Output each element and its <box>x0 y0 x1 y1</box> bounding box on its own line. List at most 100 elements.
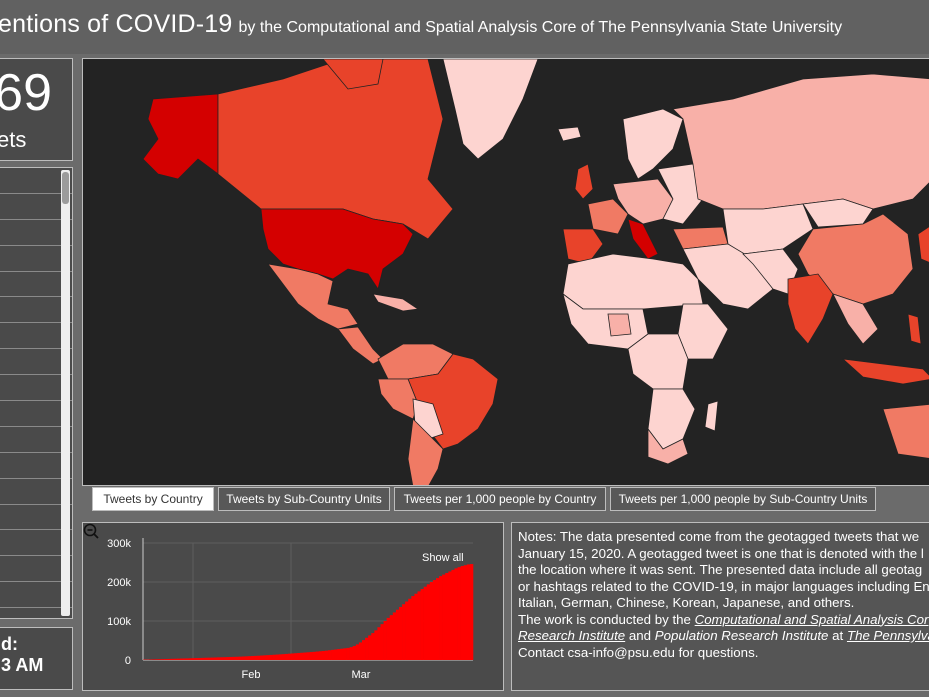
chart-bar <box>395 609 400 660</box>
total-tweets-label: ets <box>0 127 27 152</box>
chart-bar <box>284 653 289 660</box>
csa-link[interactable]: Computational and Spatial Analysis Cor <box>694 611 929 627</box>
list-item[interactable] <box>0 427 72 453</box>
chart-bar <box>331 649 335 660</box>
notes-line: Contact csa-info@psu.edu for questions. <box>518 644 759 660</box>
greenland <box>442 59 539 160</box>
chart-bar <box>229 656 233 660</box>
chart-bar <box>426 584 431 660</box>
header: entions of COVID-19 by the Computational … <box>0 0 929 54</box>
chart-bar <box>207 657 212 660</box>
spain-portugal <box>562 228 604 265</box>
chart-bar <box>334 649 338 660</box>
chart-bar <box>186 658 190 660</box>
world-map-svg[interactable] <box>83 59 929 486</box>
indonesia <box>841 358 929 385</box>
chart-bar <box>183 658 187 660</box>
list-scrollbar[interactable] <box>61 170 70 616</box>
list-item[interactable] <box>0 582 72 609</box>
chart-bar <box>235 656 239 660</box>
x-tick-label: Feb <box>242 669 261 681</box>
chart-bar <box>439 576 443 660</box>
chart-bar <box>260 655 264 660</box>
chart-bar <box>451 569 455 660</box>
research-institute-link[interactable]: Research Institute <box>518 628 626 643</box>
chart-bar <box>300 652 304 660</box>
chart-bar <box>247 656 252 660</box>
list-item[interactable] <box>0 272 72 298</box>
show-all-button[interactable]: Show all <box>422 552 464 564</box>
chart-bar <box>195 658 199 660</box>
chart-bar <box>303 652 307 660</box>
psu-link[interactable]: The Pennsylvan <box>846 628 929 643</box>
list-item[interactable] <box>0 505 72 531</box>
timeline-chart[interactable]: 0 100k 200k 300k Feb Mar <box>83 523 505 692</box>
zoom-out-icon[interactable] <box>83 523 99 539</box>
chart-bar <box>306 652 310 660</box>
world-map[interactable] <box>82 58 929 486</box>
y-tick-label: 100k <box>107 616 131 628</box>
chart-bar <box>374 630 378 660</box>
list-item[interactable] <box>0 323 72 350</box>
uk <box>574 163 594 200</box>
chart-bar <box>466 564 471 660</box>
north-africa <box>562 253 704 310</box>
chart-bar <box>392 612 397 660</box>
list-item[interactable] <box>0 375 72 402</box>
list-item[interactable] <box>0 220 72 246</box>
chart-bar <box>343 648 347 660</box>
chart-bar <box>232 656 236 660</box>
chart-bar <box>217 657 221 660</box>
country-list-panel[interactable]: 7 <box>0 167 73 619</box>
chart-bar <box>210 657 215 660</box>
tab-tweets-per-1000-sub-country[interactable]: Tweets per 1,000 people by Sub-Country U… <box>610 487 876 511</box>
notes-line: Research Institute and Population Resear… <box>518 628 929 645</box>
chart-bar <box>383 621 387 660</box>
chart-bar <box>368 635 372 660</box>
list-item[interactable] <box>0 194 72 220</box>
chart-bar <box>463 565 468 660</box>
central-europe <box>612 178 674 225</box>
chart-bar <box>173 658 178 660</box>
list-scrollbar-thumb[interactable] <box>62 172 69 204</box>
last-updated-time: 3 AM <box>1 655 44 675</box>
list-item[interactable] <box>0 349 72 376</box>
chart-bar <box>223 657 227 660</box>
chart-bar <box>411 596 415 660</box>
chart-bar <box>155 659 159 660</box>
chart-bar <box>321 650 326 660</box>
y-tick-label: 0 <box>125 655 131 667</box>
notes-text: Notes: The data presented come from the … <box>518 529 929 661</box>
italy <box>627 218 659 260</box>
chart-bar <box>402 604 406 660</box>
notes-line: Notes: The data presented come from the … <box>518 529 920 544</box>
notes-text-segment: The work is conducted by the <box>518 611 695 627</box>
list-item[interactable] <box>0 401 72 427</box>
argentina-chile <box>407 418 444 485</box>
chart-bar <box>398 606 403 660</box>
list-item[interactable] <box>0 246 72 272</box>
tab-tweets-per-1000-country[interactable]: Tweets per 1,000 people by Country <box>394 487 606 511</box>
tab-tweets-by-sub-country[interactable]: Tweets by Sub-Country Units <box>218 487 390 511</box>
list-item[interactable] <box>0 453 72 479</box>
list-item[interactable] <box>0 556 72 583</box>
list-item[interactable] <box>0 297 72 324</box>
tab-tweets-by-country[interactable]: Tweets by Country <box>92 487 214 511</box>
chart-bar <box>318 651 323 660</box>
chart-bar <box>254 655 258 660</box>
page-title: entions of COVID-19 by the Computational … <box>0 10 842 39</box>
notes-line: January 15, 2020. A geotagged tweet is o… <box>518 545 924 561</box>
list-item[interactable] <box>0 479 72 505</box>
chart-bar <box>250 656 255 660</box>
chart-bar <box>386 617 391 660</box>
chart-bar <box>257 655 261 660</box>
list-item[interactable] <box>0 168 72 194</box>
chart-bar <box>198 657 202 660</box>
notes-line: The work is conducted by the Computation… <box>518 612 929 629</box>
caribbean <box>372 293 420 312</box>
chart-bar <box>213 657 218 660</box>
france <box>587 198 629 235</box>
chart-bar <box>340 648 344 660</box>
total-tweets-count: 69 <box>0 64 52 122</box>
chart-bar <box>220 657 224 660</box>
